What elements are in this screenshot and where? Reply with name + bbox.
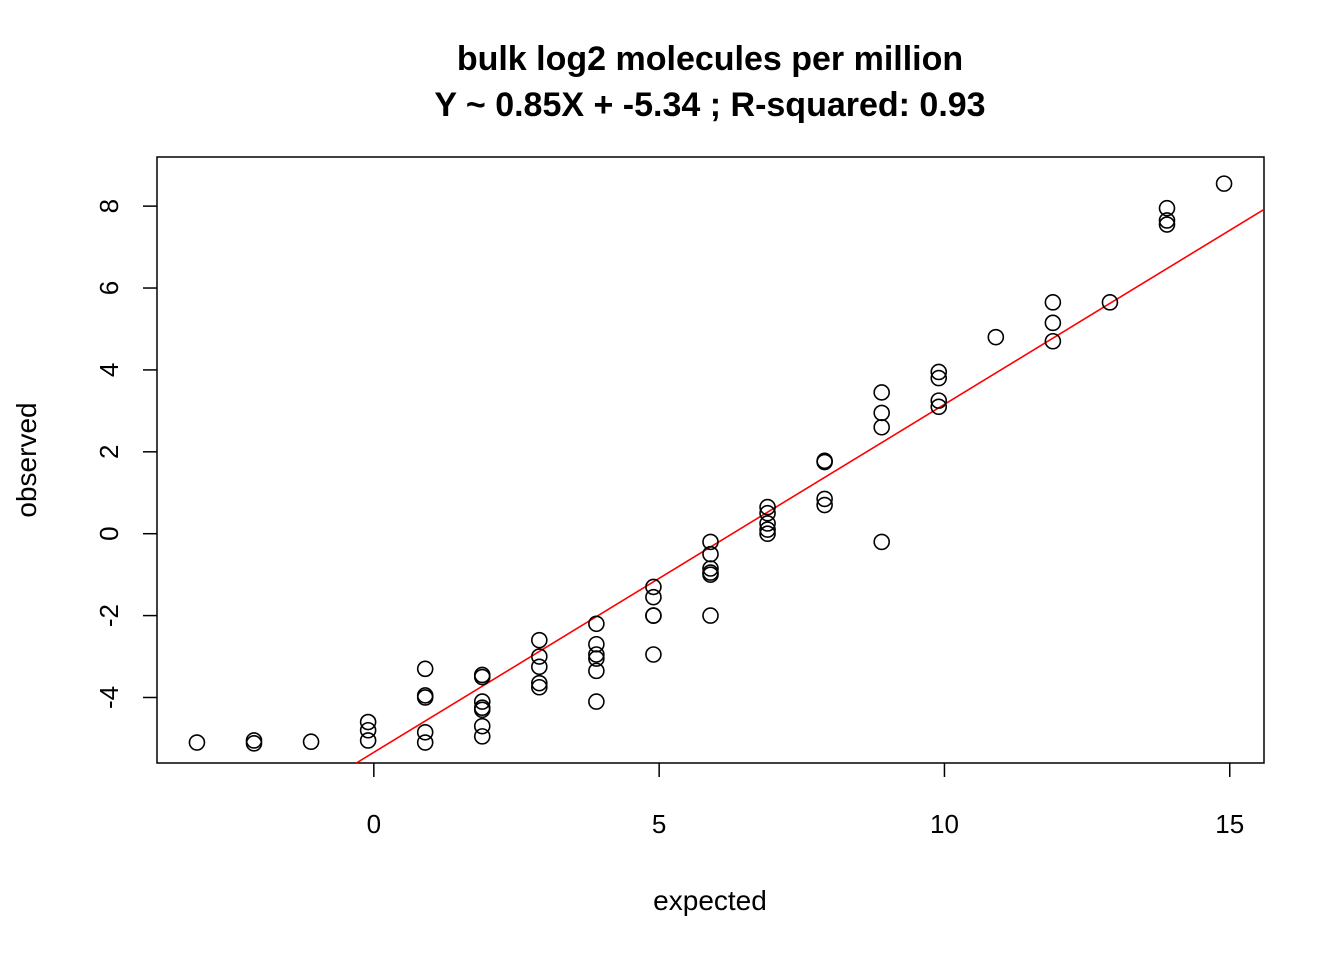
data-point — [930, 398, 948, 416]
data-point — [816, 453, 833, 471]
data-point — [473, 701, 491, 719]
data-point — [873, 418, 890, 436]
regression-line — [355, 208, 1265, 764]
y-tick-label: 4 — [94, 363, 124, 377]
x-tick-label: 10 — [930, 809, 959, 839]
data-point — [759, 504, 776, 522]
y-tick-label: 6 — [94, 281, 124, 295]
data-point — [359, 732, 377, 749]
x-axis-label: expected — [653, 885, 767, 916]
data-point — [645, 607, 662, 624]
x-tick-label: 0 — [367, 809, 381, 839]
data-point — [473, 728, 491, 745]
data-point — [1044, 314, 1062, 332]
data-point — [416, 734, 434, 751]
x-tick-label: 5 — [652, 809, 666, 839]
data-point — [1044, 294, 1062, 311]
data-point — [1101, 294, 1119, 311]
y-axis: -4 -2 0 2 4 6 8 — [94, 199, 157, 709]
data-point — [873, 533, 890, 551]
data-point — [930, 392, 948, 409]
data-point — [645, 578, 662, 596]
data-point — [416, 689, 434, 706]
data-point — [759, 515, 776, 532]
data-point — [930, 363, 948, 381]
points-group — [188, 175, 1233, 752]
y-axis-label: observed — [11, 402, 42, 517]
x-tick-label: 15 — [1215, 809, 1244, 839]
data-point — [759, 525, 776, 543]
data-point — [416, 660, 434, 678]
y-tick-label: 0 — [94, 526, 124, 540]
data-point — [416, 723, 434, 741]
data-point — [1044, 332, 1062, 350]
data-point — [645, 646, 662, 663]
data-point — [302, 733, 320, 751]
data-point — [1158, 216, 1176, 233]
chart-subtitle: Y ~ 0.85X + -5.34 ; R-squared: 0.93 — [434, 86, 985, 124]
data-point — [930, 369, 948, 387]
data-point — [531, 678, 548, 696]
data-point — [873, 384, 890, 401]
data-point — [1215, 175, 1233, 192]
data-point — [588, 646, 605, 663]
data-point — [473, 668, 491, 686]
data-point — [531, 674, 548, 692]
data-point — [531, 648, 548, 665]
data-point — [245, 735, 263, 752]
y-tick-label: 2 — [94, 445, 124, 459]
y-tick-label: -4 — [94, 686, 124, 709]
data-point — [759, 521, 776, 538]
data-point — [702, 533, 719, 551]
data-point — [531, 658, 548, 676]
data-point — [702, 560, 719, 577]
data-point — [359, 713, 377, 731]
data-point — [816, 490, 833, 508]
data-point — [588, 662, 605, 680]
data-point — [759, 498, 776, 516]
x-axis: 0 5 10 15 — [367, 763, 1244, 839]
chart-title: bulk log2 molecules per million — [457, 40, 963, 78]
data-point — [873, 404, 890, 422]
data-point — [816, 452, 833, 470]
fit-line-group — [355, 208, 1265, 764]
data-point — [987, 328, 1005, 346]
data-point — [1158, 199, 1176, 217]
data-point — [188, 734, 206, 751]
y-tick-label: -2 — [94, 604, 124, 627]
y-tick-label: 8 — [94, 199, 124, 213]
data-point — [702, 607, 719, 624]
data-point — [1158, 212, 1176, 229]
data-point — [816, 496, 833, 514]
data-point — [359, 721, 377, 739]
data-point — [645, 588, 662, 606]
data-point — [588, 650, 605, 667]
data-point — [588, 693, 605, 710]
data-point — [531, 631, 548, 649]
data-point — [473, 693, 491, 710]
data-point — [588, 615, 605, 633]
data-point — [702, 566, 719, 583]
data-point — [473, 717, 491, 735]
plot-frame — [156, 156, 1265, 764]
